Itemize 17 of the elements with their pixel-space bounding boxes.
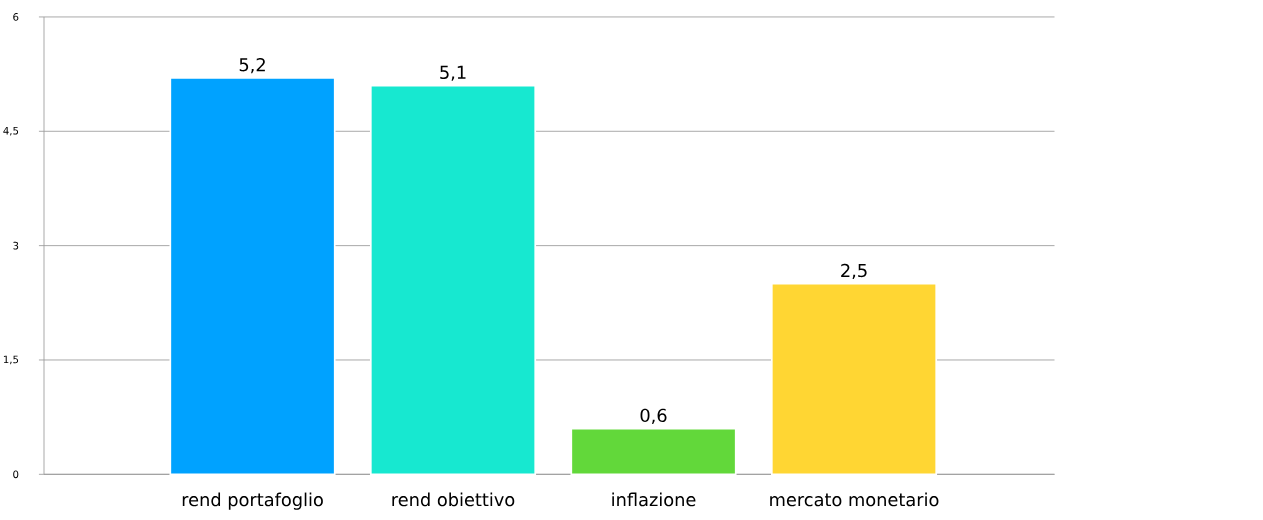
y-tick-label: 0: [13, 470, 19, 479]
y-tick-label: 6: [13, 13, 19, 21]
bar: [570, 427, 737, 476]
data-label: 0,6: [640, 408, 667, 424]
x-tick-label: rend portafoglio: [182, 492, 323, 510]
data-label: 2,5: [841, 263, 867, 280]
x-tick-label: rend obiettivo: [392, 492, 515, 507]
y-tick-label: 1,5: [3, 355, 19, 365]
y-tick-label: 3: [13, 241, 19, 250]
bar: [770, 282, 938, 476]
bar: [169, 77, 336, 476]
x-tick-label: inflazione: [612, 492, 696, 507]
data-label: 5,2: [239, 57, 265, 74]
data-label: 5,1: [440, 65, 466, 81]
bar: [369, 84, 537, 476]
y-tick-label: 4,5: [3, 126, 19, 136]
x-tick-label: mercato monetario: [770, 492, 939, 507]
